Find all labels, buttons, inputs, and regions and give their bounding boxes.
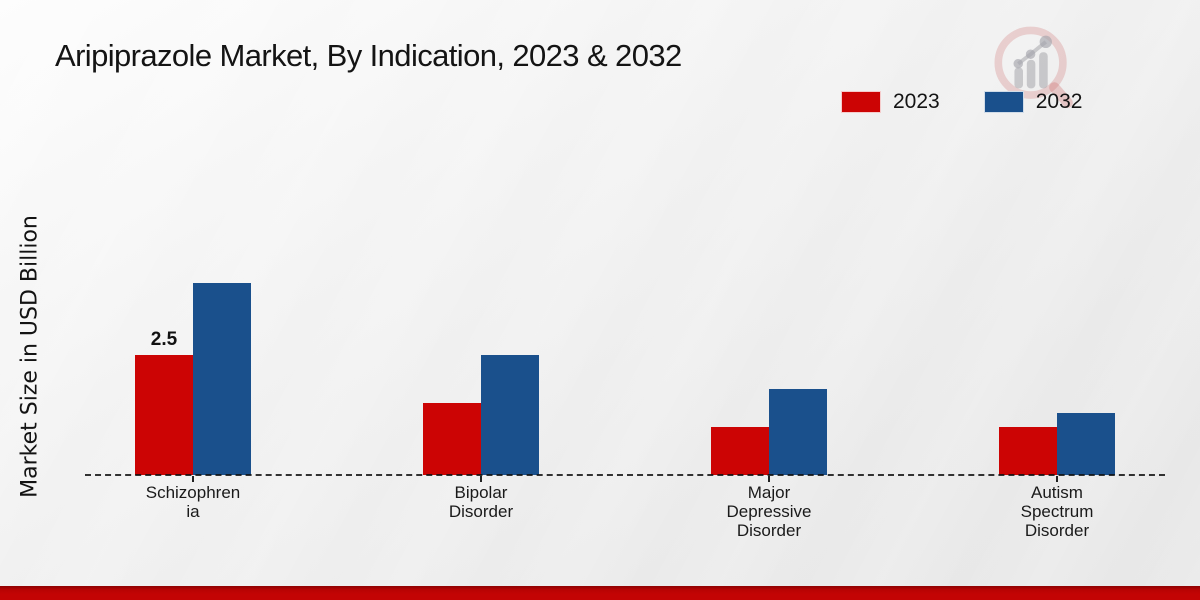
x-axis-label-autism-spectrum-disorder: Autism Spectrum Disorder bbox=[1020, 483, 1094, 540]
legend-swatch-2023-icon bbox=[841, 91, 881, 113]
footer-accent-bar bbox=[0, 586, 1200, 600]
x-axis-tick bbox=[192, 476, 194, 482]
x-axis-label-schizophrenia: Schizophren ia bbox=[145, 483, 241, 521]
legend-swatch-2032-icon bbox=[983, 91, 1024, 113]
bar-2023-major-depressive-disorder bbox=[711, 427, 769, 475]
x-axis-label-bipolar-disorder: Bipolar Disorder bbox=[448, 483, 514, 521]
bar-2023-schizophrenia bbox=[135, 355, 193, 475]
x-axis-label-major-depressive-disorder: Major Depressive Disorder bbox=[726, 483, 812, 540]
data-label-2023-schizophrenia: 2.5 bbox=[150, 329, 178, 350]
bar-2032-schizophrenia bbox=[193, 283, 251, 475]
legend-label: 2032 bbox=[1035, 90, 1083, 113]
bar-2023-bipolar-disorder bbox=[423, 403, 481, 475]
bar-2032-autism-spectrum-disorder bbox=[1057, 413, 1115, 475]
x-axis-tick bbox=[768, 476, 770, 482]
legend-item-2032: 2032 bbox=[983, 90, 1083, 114]
x-axis-baseline bbox=[85, 474, 1165, 476]
bar-2023-autism-spectrum-disorder bbox=[999, 427, 1057, 475]
bar-2032-bipolar-disorder bbox=[481, 355, 539, 475]
legend: 2023 2032 bbox=[841, 90, 1082, 114]
legend-item-2023: 2023 bbox=[841, 90, 940, 114]
chart-title: Aripiprazole Market, By Indication, 2023… bbox=[55, 38, 682, 73]
legend-label: 2023 bbox=[893, 90, 940, 113]
x-axis-tick bbox=[1056, 476, 1058, 482]
bar-2032-major-depressive-disorder bbox=[769, 389, 827, 475]
magnifier-growth-chart-logo-icon bbox=[994, 26, 1073, 108]
x-axis-tick bbox=[480, 476, 482, 482]
